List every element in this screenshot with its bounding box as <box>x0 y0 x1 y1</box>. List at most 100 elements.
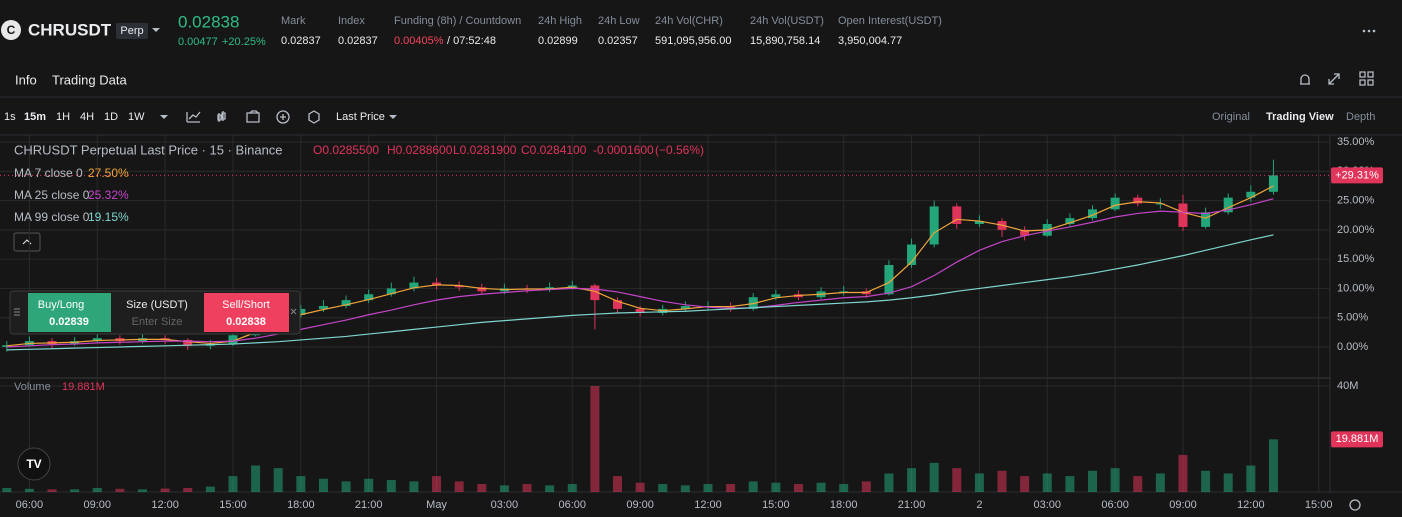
last-volume-label: 19.881M <box>1336 433 1379 445</box>
x-tick-label: 15:00 <box>219 499 247 511</box>
interval-dropdown[interactable] <box>160 115 168 119</box>
stat-value: 0.02357 <box>598 35 638 47</box>
candle-body <box>92 338 102 342</box>
volume-bar <box>907 468 917 492</box>
more-icon[interactable] <box>1362 29 1376 33</box>
volume-bar <box>680 485 690 492</box>
add-icon[interactable] <box>276 110 290 124</box>
candle-body <box>183 339 193 346</box>
ohlc-value: O0.0285500 <box>313 143 379 157</box>
indicator-icon[interactable] <box>186 111 201 123</box>
volume-bar <box>409 481 419 492</box>
stat-value: 3,950,004.77 <box>838 35 902 47</box>
view-tab[interactable]: Original <box>1212 111 1250 123</box>
interval[interactable]: 15m <box>24 111 46 123</box>
volume-bar <box>658 484 668 492</box>
interval[interactable]: 1D <box>104 111 118 123</box>
stat-label: Mark <box>281 15 306 27</box>
alert-icon[interactable] <box>1300 74 1310 85</box>
badge-bg <box>116 23 148 39</box>
x-tick-label: 15:00 <box>1305 499 1333 511</box>
view-tab[interactable]: Depth <box>1346 111 1375 123</box>
interval[interactable]: 4H <box>80 111 94 123</box>
x-tick-label: 03:00 <box>1033 499 1061 511</box>
volume-bar <box>115 488 125 492</box>
volume-bar <box>816 482 826 492</box>
screenshot-icon[interactable] <box>246 110 260 123</box>
volume-bar <box>47 489 57 492</box>
volume-bar <box>205 486 215 492</box>
tab[interactable]: Info <box>15 72 37 87</box>
price-change: 0.00477 <box>178 36 218 48</box>
collapse-button[interactable] <box>13 232 41 252</box>
candle-type-icon[interactable] <box>217 111 226 122</box>
close-panel[interactable] <box>290 308 297 315</box>
volume-bar <box>386 480 396 492</box>
tab[interactable]: Trading Data <box>52 72 127 87</box>
candle-body <box>590 285 600 301</box>
volume-bar <box>1133 476 1143 492</box>
tradingview-logo[interactable] <box>17 447 51 481</box>
candle-body <box>1065 218 1075 225</box>
candle-body <box>1268 175 1278 192</box>
volume-bar <box>545 485 555 492</box>
ma-legend-name: MA 99 close 0 <box>14 210 90 224</box>
volume-bar <box>726 484 736 492</box>
stat-label: 24h Vol(CHR) <box>655 15 723 27</box>
volume-bar <box>24 488 34 492</box>
size-input[interactable]: Enter Size <box>132 316 183 328</box>
y-tick-label: 25.00% <box>1337 194 1375 206</box>
x-tick-label: 2 <box>976 499 982 511</box>
ma-legend-value: 19.15% <box>88 210 129 224</box>
volume-bar <box>861 481 871 492</box>
drag-handle[interactable] <box>14 308 20 316</box>
volume-bar <box>1178 454 1188 492</box>
candle-body <box>1178 203 1188 227</box>
interval[interactable]: 1s <box>4 111 16 123</box>
price-type-dropdown[interactable] <box>389 115 397 119</box>
candle-body <box>318 305 328 309</box>
x-tick-label: 03:00 <box>491 499 519 511</box>
price-type[interactable]: Last Price <box>336 111 385 123</box>
candle-body <box>1155 203 1165 205</box>
ohlc-value: C0.0284100 <box>521 143 587 157</box>
volume-bar <box>567 484 577 492</box>
volume-bar <box>296 476 306 492</box>
buy-label[interactable]: Buy/Long <box>38 299 84 311</box>
expand-icon[interactable] <box>1328 73 1340 85</box>
sell-price[interactable]: 0.02838 <box>226 316 266 328</box>
candle-body <box>1110 197 1120 210</box>
x-tick-label: 06:00 <box>1101 499 1129 511</box>
volume-bar <box>341 481 351 492</box>
volume-tick-label: 40M <box>1337 380 1358 392</box>
interval[interactable]: 1H <box>56 111 70 123</box>
volume-bar <box>1020 476 1030 492</box>
interval[interactable]: 1W <box>128 111 145 123</box>
dropdown-icon[interactable] <box>152 28 160 32</box>
layout-icon[interactable] <box>1359 71 1374 86</box>
candle-body <box>1201 212 1211 227</box>
y-tick-label: 35.00% <box>1337 136 1375 148</box>
sell-button[interactable] <box>204 293 289 332</box>
stat-value: 15,890,758.14 <box>750 35 820 47</box>
x-tick-label: 21:00 <box>355 499 383 511</box>
volume-bar <box>952 468 962 492</box>
candle-body <box>364 294 374 301</box>
sell-label[interactable]: Sell/Short <box>222 299 270 311</box>
x-tick-label: 12:00 <box>1237 499 1265 511</box>
stat-value: 0.02899 <box>538 35 578 47</box>
candle-body <box>432 282 442 286</box>
view-tab[interactable]: Trading View <box>1266 111 1334 123</box>
add-icon-cross <box>280 114 286 120</box>
volume-bar <box>793 484 803 492</box>
stat-label: 24h Low <box>598 15 640 27</box>
chart-settings-icon[interactable] <box>1349 499 1361 511</box>
buy-price[interactable]: 0.02839 <box>49 316 89 328</box>
ma-legend-value: 25.32% <box>88 188 129 202</box>
x-tick-label: 15:00 <box>762 499 790 511</box>
buy-button[interactable] <box>28 293 111 332</box>
x-tick-label: 12:00 <box>694 499 722 511</box>
volume-bar <box>499 485 509 492</box>
settings-icon[interactable] <box>308 110 320 124</box>
volume-bar <box>228 476 238 492</box>
